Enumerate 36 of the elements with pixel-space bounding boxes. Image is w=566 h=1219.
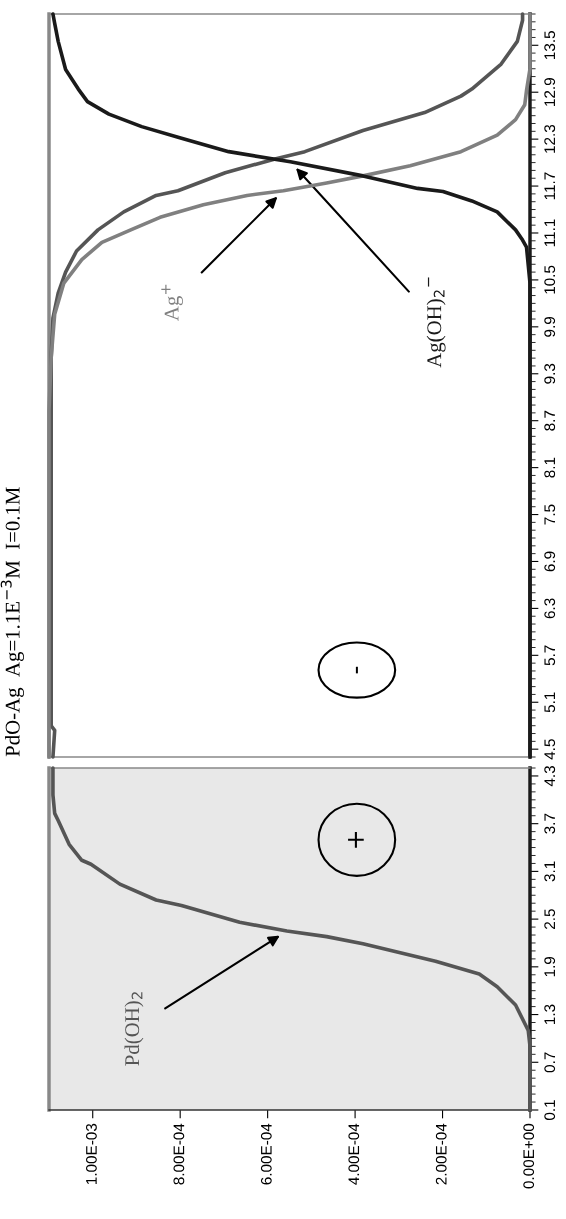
y-tick-label: 8.7	[544, 410, 556, 431]
y-tick-label: 4.3	[544, 766, 556, 787]
y-tick-label: 9.9	[544, 316, 556, 337]
y-tick-label: 5.1	[544, 692, 556, 713]
y-tick-label: 8.1	[544, 457, 556, 478]
y-tick-label: 4.5	[544, 739, 556, 760]
annotation: +	[348, 832, 364, 848]
y-tick-label: 1.9	[544, 956, 556, 977]
x-tick-label: 8.00E-04	[173, 1123, 185, 1185]
text: Ag(OH)$_{2}$$^{−}$	[426, 277, 446, 368]
y-tick-label: 11.1	[544, 219, 555, 247]
text: PdO-Ag Ag=1.1E$^{−3}$M I=0.1M	[0, 487, 24, 757]
y-tick-label: 13.5	[544, 31, 556, 59]
y-tick-label: 0.7	[544, 1052, 556, 1073]
y-tick-label: 6.3	[544, 598, 556, 619]
x-tick-label: 4.00E-04	[348, 1123, 360, 1185]
y-tick-label: 10.5	[544, 265, 556, 294]
text: Pd(OH)$_{2}$	[124, 992, 144, 1066]
x-tick-label: 1.00E-03	[86, 1123, 97, 1185]
y-tick-label: 3.7	[544, 813, 556, 834]
y-tick-label: 12.9	[544, 78, 556, 106]
y-tick-label: 1.3	[544, 1004, 556, 1025]
x-tick-label: 6.00E-04	[260, 1123, 272, 1185]
y-tick-label: 2.5	[544, 909, 556, 929]
y-tick-label: 6.9	[544, 551, 556, 572]
y-tick-label: 7.5	[544, 504, 556, 525]
y-tick-label: 12.3	[544, 124, 556, 153]
y-tick-label: 5.7	[544, 645, 556, 666]
y-tick-label: 11.7	[544, 172, 555, 200]
text: Ag$^{+}$	[161, 284, 183, 321]
y-tick-label: 0.1	[544, 1100, 556, 1121]
annotation: -	[355, 666, 358, 674]
y-tick-label: 3.1	[544, 861, 556, 882]
y-tick-label: 9.3	[544, 363, 556, 384]
x-tick-label: 0.00E+00	[523, 1123, 535, 1189]
x-tick-label: 2.00E-04	[435, 1123, 447, 1185]
